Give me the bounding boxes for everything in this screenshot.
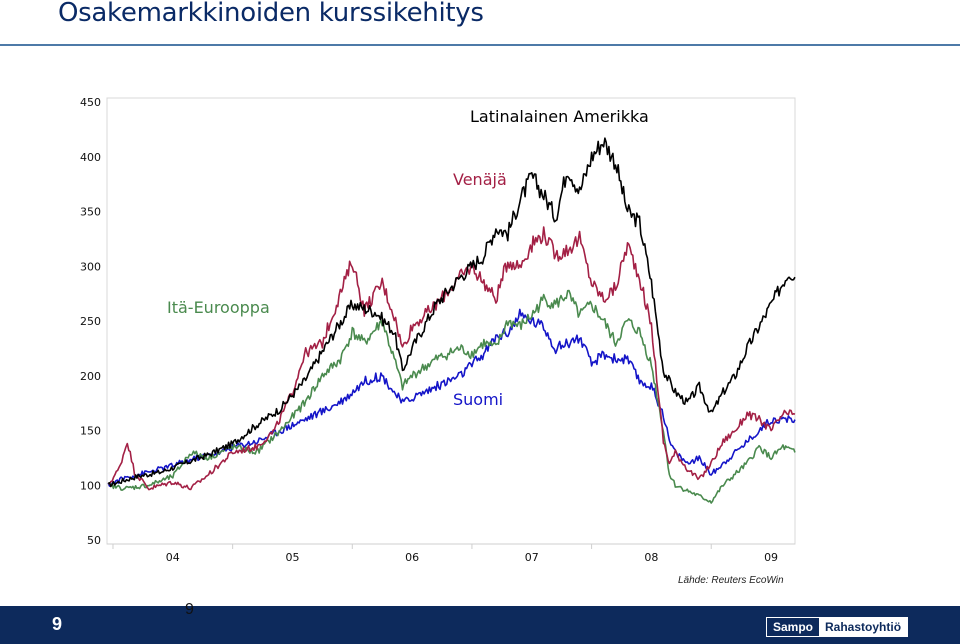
series-line-ven-j-: [107, 226, 796, 491]
y-tick-label: 200: [80, 370, 101, 383]
x-tick-label: 06: [405, 551, 419, 564]
page-title: Osakemarkkinoiden kurssikehitys: [58, 0, 484, 28]
label-latin-america: Latinalainen Amerikka: [470, 107, 649, 126]
page-number-small: 9: [185, 601, 194, 618]
company-logo: Sampo Rahastoyhtiö: [766, 617, 909, 637]
y-tick-label: 350: [80, 206, 101, 219]
series-lines: [107, 137, 796, 504]
plot-area-frame: [106, 97, 796, 545]
x-tick-label: 07: [525, 551, 539, 564]
y-axis: 450 400 350 300 250 200 150 100 50: [80, 96, 101, 547]
logo-left-text: Sampo: [767, 618, 820, 636]
y-tick-label: 250: [80, 315, 101, 328]
y-tick-label: 150: [80, 425, 101, 438]
y-tick-label: 100: [80, 479, 101, 492]
page-number: 9: [52, 614, 63, 634]
x-tick-label: 04: [166, 551, 180, 564]
y-tick-label: 300: [80, 260, 101, 273]
source-note: Lähde: Reuters EcoWin: [678, 575, 784, 586]
x-axis: 04 05 06 07 08 09: [107, 543, 795, 564]
y-tick-label: 400: [80, 151, 101, 164]
y-tick-label: 450: [80, 96, 101, 109]
y-tick-label: 50: [87, 534, 101, 547]
x-tick-label: 08: [644, 551, 658, 564]
label-east-europe: Itä-Eurooppa: [167, 298, 270, 317]
label-russia: Venäjä: [453, 170, 507, 189]
x-tick-label: 05: [285, 551, 299, 564]
logo-right-text: Rahastoyhtiö: [819, 618, 908, 636]
label-finland: Suomi: [453, 390, 503, 409]
series-line-latinalainen-amerikka: [107, 137, 796, 488]
series-line-it-eurooppa: [107, 289, 796, 504]
title-divider: [0, 44, 960, 46]
x-tick-label: 09: [764, 551, 778, 564]
